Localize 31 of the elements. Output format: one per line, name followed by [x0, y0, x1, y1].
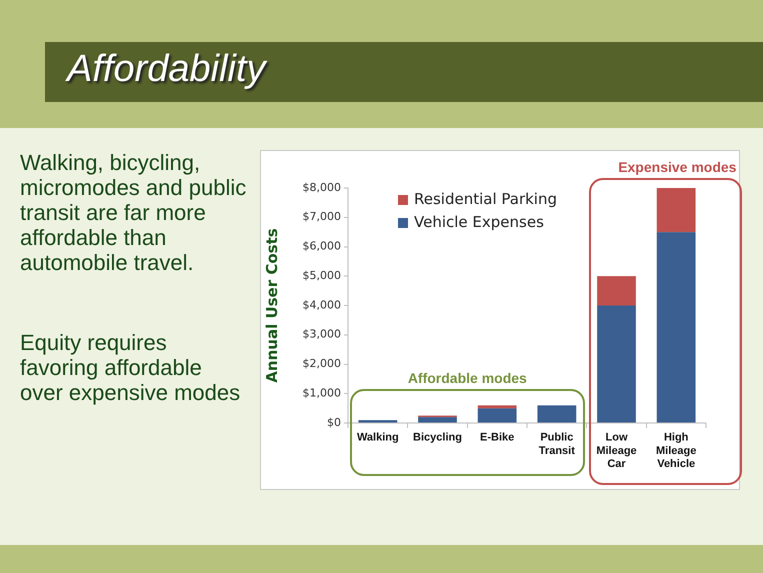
bar	[597, 276, 636, 306]
bar	[656, 232, 696, 422]
bar	[597, 306, 636, 422]
x-tick-label: Walking	[356, 432, 399, 444]
y-tick-label: $4,000	[302, 298, 341, 312]
y-tick-label: $1,000	[302, 386, 341, 400]
legend-label: Residential Parking	[414, 190, 558, 208]
bar	[418, 417, 457, 422]
x-tick-label: High Mileage Vehicle	[656, 432, 696, 470]
x-tick-label: E-Bike	[480, 432, 514, 444]
bar	[537, 405, 576, 422]
bar	[478, 408, 517, 422]
bar	[656, 188, 696, 232]
y-tick-label: $7,000	[302, 210, 341, 224]
y-tick-label: $0	[327, 416, 341, 429]
chart-title: Affordability	[67, 48, 266, 91]
y-tick-label: $2,000	[302, 357, 341, 370]
y-tick-label: $8,000	[302, 180, 341, 194]
text: Expensive modes	[618, 159, 736, 175]
y-tick-label: $6,000	[302, 240, 341, 253]
x-tick-label: Low Mileage Car	[596, 432, 637, 470]
x-tick-label: Public Transit	[538, 432, 576, 457]
y-tick-label: $3,000	[302, 328, 341, 341]
text: Walking, bicycling, micromodes and public transit are far more affordable than automobile travel.	[20, 150, 248, 275]
text: Equity requires favoring affordable over expensive modes	[20, 330, 242, 405]
x-tick-label: Bicycling	[413, 432, 462, 444]
y-axis-title: Annual User Costs	[262, 228, 281, 383]
annotation: Affordable modes	[408, 370, 527, 386]
legend-label: Vehicle Expenses	[414, 212, 544, 231]
y-tick-label: $5,000	[302, 268, 341, 282]
bar	[478, 405, 517, 408]
